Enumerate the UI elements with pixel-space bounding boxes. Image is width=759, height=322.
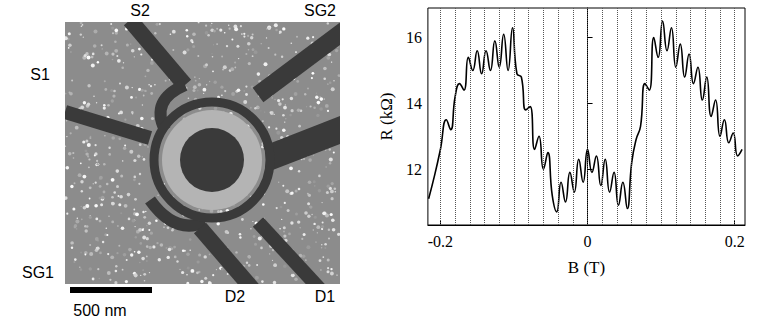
svg-text:D1: D1 (315, 288, 336, 305)
svg-text:B (T): B (T) (568, 258, 605, 277)
svg-text:S2: S2 (130, 2, 150, 19)
svg-text:0.2: 0.2 (725, 233, 745, 250)
svg-text:12: 12 (406, 161, 422, 178)
svg-text:16: 16 (406, 29, 422, 46)
svg-text:D2: D2 (225, 288, 246, 305)
svg-text:500 nm: 500 nm (73, 302, 126, 319)
svg-text:R (kΩ): R (kΩ) (377, 92, 396, 140)
svg-text:0: 0 (584, 233, 592, 250)
svg-text:14: 14 (406, 95, 422, 112)
svg-text:SG2: SG2 (304, 2, 336, 19)
svg-text:-0.2: -0.2 (428, 233, 453, 250)
svg-text:S1: S1 (30, 66, 50, 83)
svg-text:SG1: SG1 (22, 264, 54, 281)
